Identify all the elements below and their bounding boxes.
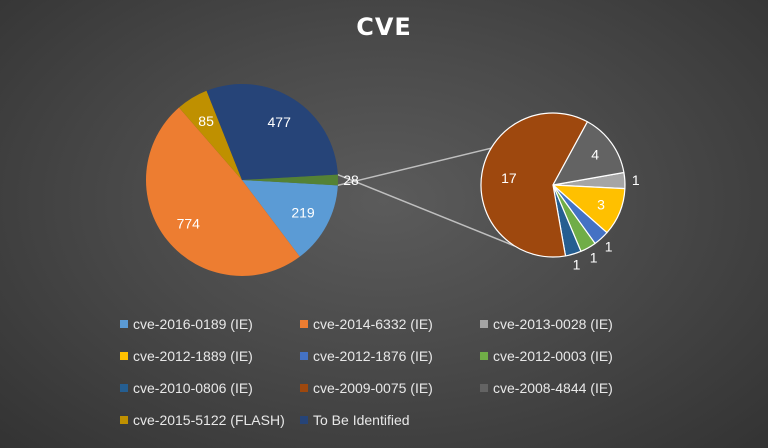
legend-item-cve-2009-0075-ie: cve-2009-0075 (IE) bbox=[300, 380, 433, 396]
main-slice-to-be-identified bbox=[206, 83, 338, 180]
legend-swatch bbox=[120, 384, 128, 392]
legend-label: cve-2009-0075 (IE) bbox=[313, 380, 433, 396]
legend-item-cve-2015-5122-flash: cve-2015-5122 (FLASH) bbox=[120, 412, 285, 428]
sub-slice-cve-2008-4844-ie bbox=[552, 121, 625, 186]
legend-item-cve-2012-1889-ie: cve-2012-1889 (IE) bbox=[120, 348, 253, 364]
legend-item-cve-2014-6332-ie: cve-2014-6332 (IE) bbox=[300, 316, 433, 332]
sub-slice-cve-2009-0075-ie bbox=[480, 112, 589, 258]
legend-label: cve-2015-5122 (FLASH) bbox=[133, 412, 285, 428]
legend-swatch bbox=[300, 416, 308, 424]
legend-label: cve-2016-0189 (IE) bbox=[133, 316, 253, 332]
sub-label-cve-2012-0003-ie: 1 bbox=[590, 249, 598, 265]
sub-pie bbox=[480, 112, 626, 258]
legend-swatch bbox=[120, 320, 128, 328]
legend-swatch bbox=[300, 384, 308, 392]
legend-swatch bbox=[120, 352, 128, 360]
main-label-to-be-identified: 477 bbox=[268, 114, 292, 130]
main-slice-other bbox=[242, 174, 338, 186]
legend-swatch bbox=[300, 352, 308, 360]
main-slice-cve-2016-0189-ie bbox=[242, 180, 338, 257]
legend-item-cve-2012-1876-ie: cve-2012-1876 (IE) bbox=[300, 348, 433, 364]
legend-label: cve-2012-1889 (IE) bbox=[133, 348, 253, 364]
sub-label-cve-2010-0806-ie: 1 bbox=[573, 257, 581, 273]
main-label-cve-2014-6332-ie: 774 bbox=[177, 216, 201, 232]
legend-swatch bbox=[480, 352, 488, 360]
main-label-cve-2016-0189-ie: 219 bbox=[291, 205, 315, 221]
main-label-other: 28 bbox=[343, 172, 359, 188]
connector-bottom bbox=[337, 173, 516, 247]
chart-title: CVE bbox=[356, 13, 412, 41]
legend-label: cve-2008-4844 (IE) bbox=[493, 380, 613, 396]
legend-label: To Be Identified bbox=[313, 412, 410, 428]
legend-item-cve-2013-0028-ie: cve-2013-0028 (IE) bbox=[480, 316, 613, 332]
legend-label: cve-2014-6332 (IE) bbox=[313, 316, 433, 332]
main-slice-cve-2014-6332-ie bbox=[145, 107, 300, 277]
legend-item-cve-2016-0189-ie: cve-2016-0189 (IE) bbox=[120, 316, 253, 332]
sub-label-cve-2009-0075-ie: 17 bbox=[501, 170, 517, 186]
legend-item-to-be-identified: To Be Identified bbox=[300, 412, 410, 428]
legend-item-cve-2012-0003-ie: cve-2012-0003 (IE) bbox=[480, 348, 613, 364]
legend-label: cve-2012-0003 (IE) bbox=[493, 348, 613, 364]
sub-label-cve-2013-0028-ie: 1 bbox=[632, 172, 640, 188]
legend-label: cve-2012-1876 (IE) bbox=[313, 348, 433, 364]
legend-swatch bbox=[120, 416, 128, 424]
legend-swatch bbox=[480, 320, 488, 328]
sub-label-cve-2012-1889-ie: 3 bbox=[597, 197, 605, 213]
main-label-cve-2015-5122-flash: 85 bbox=[198, 113, 214, 129]
main-slice-cve-2015-5122-flash bbox=[179, 90, 242, 180]
legend-swatch bbox=[480, 384, 488, 392]
legend-label: cve-2010-0806 (IE) bbox=[133, 380, 253, 396]
legend-swatch bbox=[300, 320, 308, 328]
sub-label-cve-2008-4844-ie: 4 bbox=[591, 147, 599, 163]
legend-item-cve-2008-4844-ie: cve-2008-4844 (IE) bbox=[480, 380, 613, 396]
sub-label-cve-2012-1876-ie: 1 bbox=[605, 239, 613, 255]
legend-item-cve-2010-0806-ie: cve-2010-0806 (IE) bbox=[120, 380, 253, 396]
legend-label: cve-2013-0028 (IE) bbox=[493, 316, 613, 332]
main-pie bbox=[145, 83, 338, 277]
